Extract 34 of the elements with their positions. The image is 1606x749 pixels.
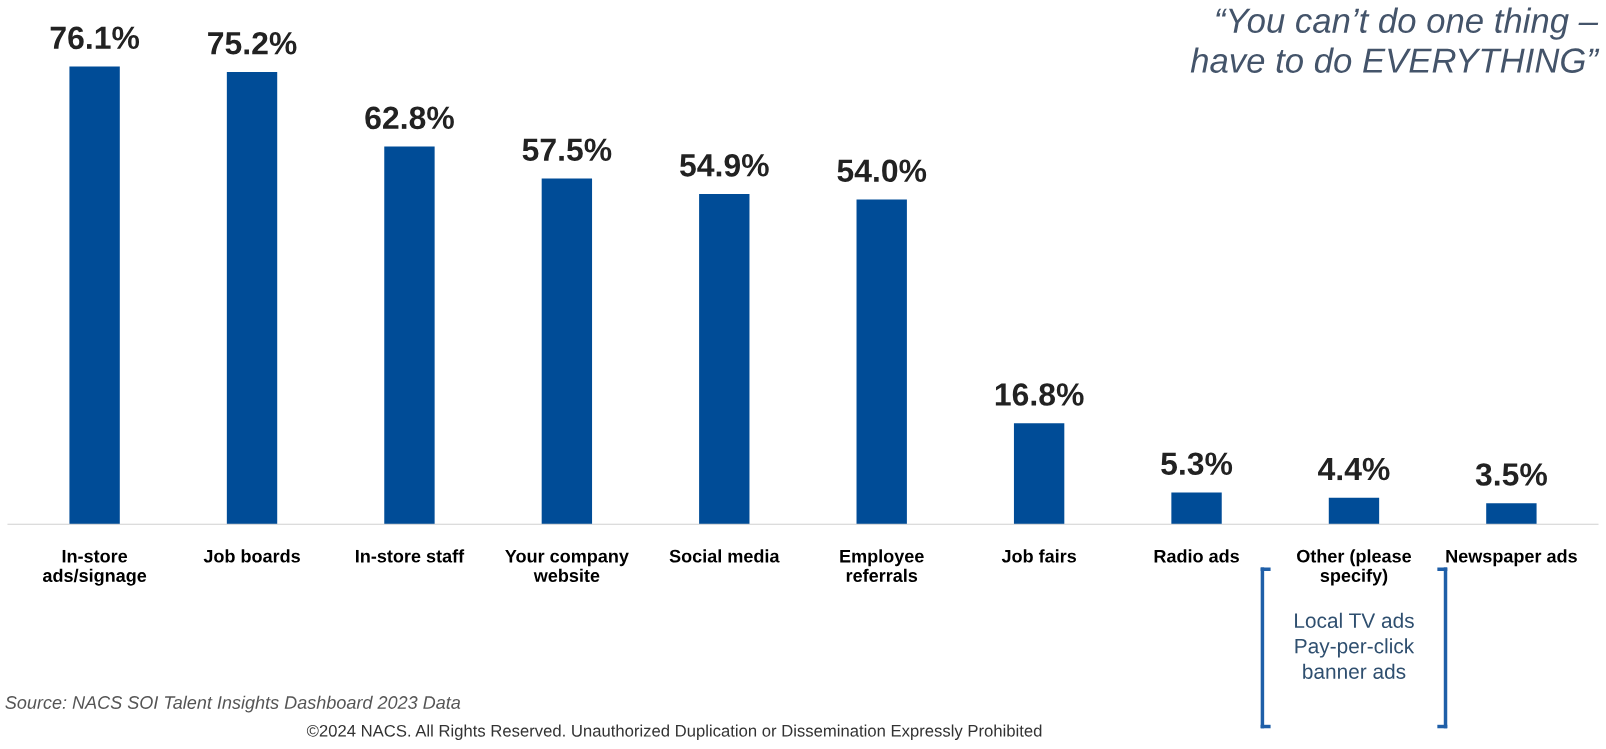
data-label: 62.8% — [365, 106, 454, 130]
x-tick-label: Newspaper ads — [1446, 549, 1577, 567]
text: Local TV ads Pay-per-click banner ads — [1295, 612, 1415, 679]
bar — [1171, 492, 1222, 525]
data-label: 54.0% — [837, 159, 927, 183]
x-tick-label: In-store ads/signage — [42, 549, 147, 586]
data-label: 57.5% — [522, 138, 612, 162]
data-label: 3.5% — [1475, 463, 1547, 486]
bar — [226, 71, 278, 525]
source-note: Source: NACS SOI Talent Insights Dashboard 2023 Data — [5, 695, 461, 713]
data-label: 76.1% — [50, 26, 140, 50]
bar — [699, 194, 750, 525]
bar — [1486, 503, 1537, 525]
data-label: 54.9% — [679, 154, 769, 177]
data-label: 75.2% — [208, 31, 297, 55]
x-tick-label: Your company website — [505, 549, 629, 583]
x-tick-label: Other (please specify) — [1297, 549, 1412, 586]
data-label: 16.8% — [995, 383, 1084, 406]
x-tick-label: Social media — [669, 549, 780, 563]
bar — [69, 66, 120, 525]
x-tick-label: Job fairs — [1001, 549, 1077, 563]
x-tick-label: In-store staff — [355, 549, 465, 563]
bar — [1328, 497, 1380, 525]
x-tick-label: Job boards — [203, 549, 300, 563]
text: ©2024 NACS. All Rights Reserved. Unauthorized Duplication or Dissemination Expressly Prohibited — [306, 724, 1042, 741]
bar — [856, 199, 907, 525]
bar — [384, 146, 435, 525]
x-tick-label: Employee referrals — [840, 549, 924, 583]
data-label: 5.3% — [1161, 452, 1233, 476]
bar — [541, 178, 593, 525]
data-label: 4.4% — [1318, 457, 1390, 481]
annotation: “You can’t do one thing – have to do EVERYTHING” — [1190, 7, 1600, 73]
bar — [1013, 423, 1065, 525]
x-tick-label: Radio ads — [1154, 549, 1239, 563]
